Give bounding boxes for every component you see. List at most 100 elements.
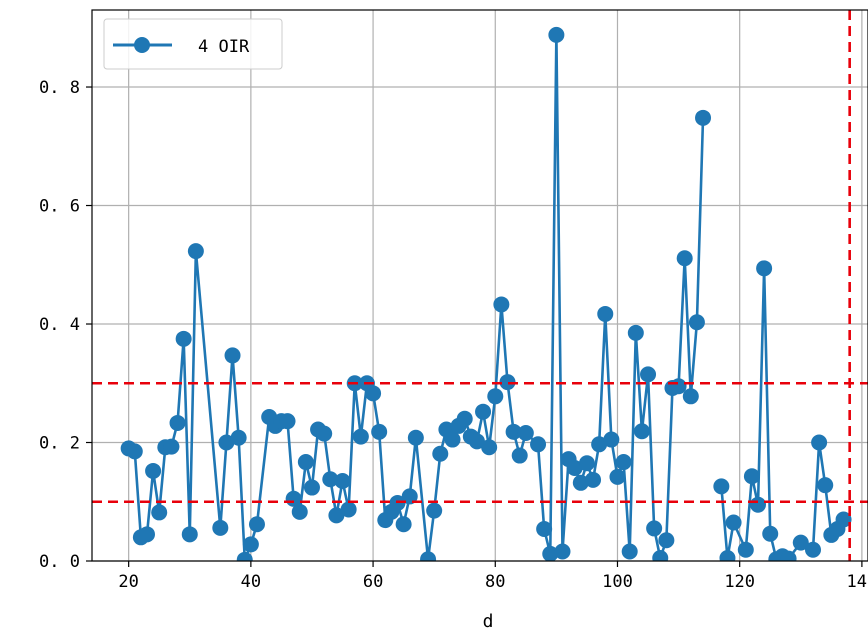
plot-frame <box>91 9 868 562</box>
x-tick-label: 80 <box>485 572 505 592</box>
data-point <box>652 550 669 561</box>
data-point <box>426 502 443 519</box>
data-point <box>420 551 437 561</box>
reference-lines <box>92 10 868 561</box>
data-point <box>792 534 809 551</box>
data-point <box>493 296 510 313</box>
data-point <box>780 550 797 561</box>
data-point <box>578 455 595 472</box>
data-point <box>536 521 553 538</box>
data-point <box>475 403 492 420</box>
axis-ticks: 20 40 60 80 100 120 140 0. 0 0. 2 0. 4 0. 6 0. 8 <box>39 78 868 592</box>
data-point <box>719 550 736 561</box>
x-tick-label: 120 <box>724 572 755 592</box>
data-point <box>615 454 632 471</box>
data-point <box>279 413 296 430</box>
data-point <box>468 433 485 450</box>
y-tick-label: 0. 4 <box>39 315 80 335</box>
data-point <box>169 414 186 431</box>
data-point <box>151 504 168 521</box>
data-point <box>530 436 547 453</box>
data-point <box>682 388 699 405</box>
x-tick-label: 40 <box>241 572 261 592</box>
data-point <box>181 526 198 543</box>
data-point <box>163 438 180 455</box>
data-point <box>811 434 828 451</box>
y-tick-label: 0. 2 <box>39 434 80 454</box>
data-point <box>676 250 693 267</box>
data-point <box>303 479 320 496</box>
data-point <box>572 474 589 491</box>
data-point <box>401 488 418 505</box>
data-point <box>511 447 528 464</box>
data-point <box>248 516 265 533</box>
data-point <box>352 428 369 445</box>
plot-area <box>92 10 868 561</box>
data-point <box>646 520 663 537</box>
data-point <box>566 459 583 476</box>
data-point <box>322 471 339 488</box>
data-point <box>334 473 351 490</box>
data-point <box>737 541 754 558</box>
data-point <box>145 462 162 479</box>
data-point <box>371 423 388 440</box>
data-point <box>762 525 779 542</box>
data-point <box>517 425 534 442</box>
data-point <box>688 314 705 331</box>
data-point <box>548 26 565 43</box>
data-point <box>291 503 308 520</box>
legend-box <box>103 18 283 70</box>
data-point <box>218 434 235 451</box>
data-point <box>138 526 155 543</box>
data-point <box>456 410 473 427</box>
data-point <box>212 519 229 536</box>
y-tick-label: 0. 6 <box>39 197 80 217</box>
x-tick-label: 20 <box>118 572 138 592</box>
data-point <box>407 429 424 446</box>
data-point <box>395 516 412 533</box>
data-point <box>444 431 461 448</box>
data-point <box>603 431 620 448</box>
data-point <box>175 330 192 347</box>
legend: 4 OIR <box>103 18 283 70</box>
data-point <box>713 478 730 495</box>
data-point <box>242 536 259 553</box>
data-point <box>750 496 767 513</box>
y-tick-label: 0. 8 <box>39 78 80 98</box>
data-point <box>481 439 498 456</box>
data-point <box>432 445 449 462</box>
data-point <box>695 109 712 126</box>
data-point <box>126 443 143 460</box>
data-point <box>328 507 345 524</box>
x-tick-label: 100 <box>602 572 633 592</box>
x-axis-label: d <box>483 611 494 628</box>
x-tick-label: 140 <box>847 572 868 592</box>
data-point <box>609 468 626 485</box>
data-point <box>627 324 644 341</box>
data-point <box>187 243 204 260</box>
data-point <box>835 511 852 528</box>
data-point <box>591 436 608 453</box>
data-point <box>487 388 504 405</box>
legend-circle-marker <box>134 37 150 53</box>
data-point <box>365 385 382 402</box>
data-point <box>640 366 657 383</box>
y-tick-label: 0. 0 <box>39 552 80 572</box>
data-point <box>633 423 650 440</box>
data-point <box>658 532 675 549</box>
data-point <box>621 543 638 560</box>
data-point <box>805 541 822 558</box>
data-point <box>499 374 516 391</box>
data-point <box>236 551 253 561</box>
data-point <box>585 471 602 488</box>
data-point <box>597 305 614 322</box>
legend-label: 4 OIR <box>198 37 250 57</box>
data-point <box>224 347 241 364</box>
data-point <box>316 425 333 442</box>
data-point <box>230 429 247 446</box>
data-point <box>725 514 742 531</box>
data-point <box>340 501 357 518</box>
data-point <box>756 260 773 277</box>
data-point <box>297 454 314 471</box>
